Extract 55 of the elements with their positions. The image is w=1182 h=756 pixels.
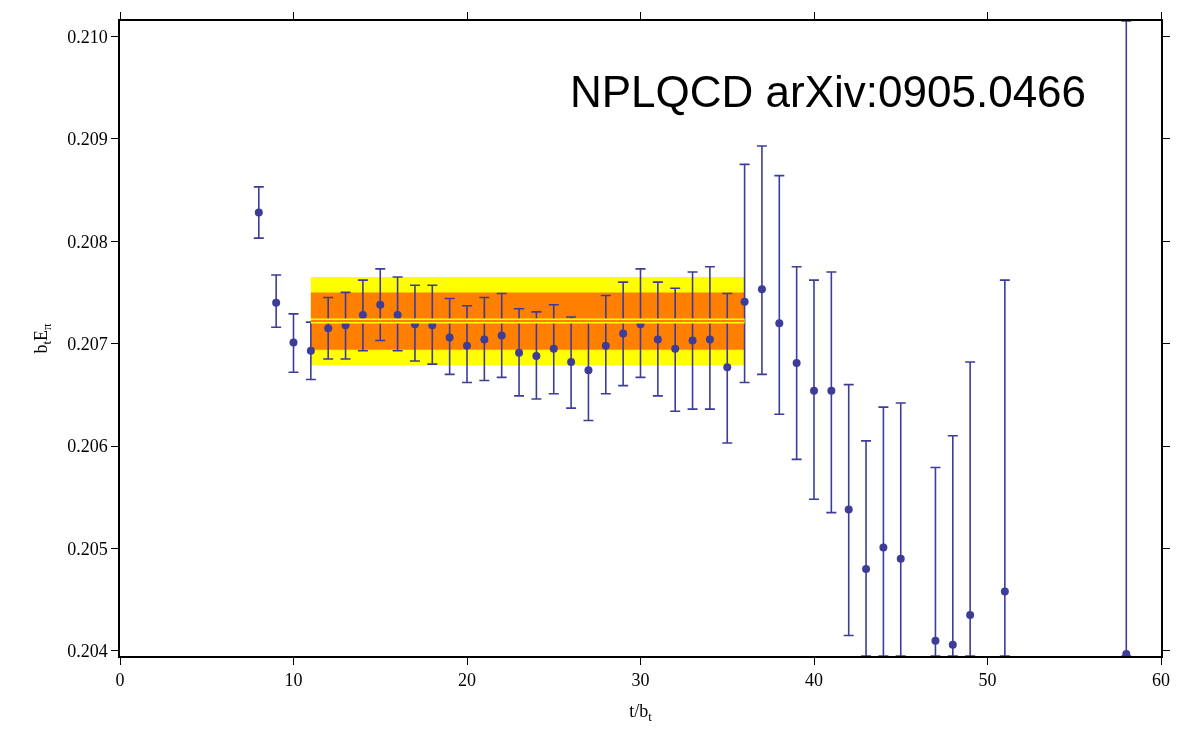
- point: [497, 331, 506, 340]
- x-tick-label: 40: [805, 670, 823, 691]
- annotation: NPLQCD arXiv:0905.0466: [570, 67, 1087, 116]
- point: [948, 640, 957, 649]
- x-tick-label: 10: [284, 670, 303, 691]
- x-axis-title: t/b$_{t}$: [629, 700, 653, 724]
- point: [792, 359, 801, 368]
- y-tick-label: 0.204: [67, 641, 108, 662]
- point: [688, 336, 697, 345]
- point: [862, 564, 871, 573]
- point: [1122, 649, 1131, 656]
- y-tick-label: 0.205: [67, 538, 108, 559]
- point: [775, 319, 784, 328]
- point: [254, 208, 263, 217]
- point: [653, 335, 662, 344]
- point: [619, 329, 628, 338]
- point: [740, 297, 749, 306]
- point: [567, 358, 576, 367]
- point: [966, 611, 975, 620]
- x-tick-label: 60: [1152, 670, 1170, 691]
- point: [306, 346, 315, 355]
- point: [827, 386, 836, 395]
- point: [549, 344, 558, 353]
- x-tick-label: 30: [631, 670, 650, 691]
- point: [879, 543, 888, 552]
- point: [358, 310, 367, 319]
- x-tick-label: 50: [978, 670, 997, 691]
- y-tick-label: 0.206: [67, 436, 108, 457]
- point: [393, 310, 402, 319]
- point: [931, 636, 940, 645]
- point: [480, 335, 489, 344]
- point: [705, 335, 714, 344]
- point: [844, 505, 853, 514]
- point: [272, 298, 281, 307]
- point: [445, 333, 454, 342]
- y-tick-label: 0.210: [67, 26, 108, 47]
- point: [515, 348, 524, 357]
- point: [532, 351, 541, 360]
- point: [601, 341, 610, 350]
- point: [584, 366, 593, 375]
- y-tick-label: 0.209: [67, 129, 108, 150]
- point: [757, 285, 766, 294]
- point: [463, 341, 471, 350]
- x-tick-label: 20: [458, 670, 476, 691]
- point: [723, 363, 732, 372]
- point: [1000, 587, 1009, 596]
- y-tick-label: 0.207: [67, 333, 108, 354]
- point: [810, 386, 818, 395]
- point: [289, 338, 298, 347]
- point: [324, 324, 333, 333]
- point: [376, 300, 385, 309]
- point: [671, 344, 680, 353]
- x-tick-label: 0: [115, 670, 125, 691]
- y-tick-label: 0.208: [67, 231, 108, 252]
- point: [896, 554, 905, 563]
